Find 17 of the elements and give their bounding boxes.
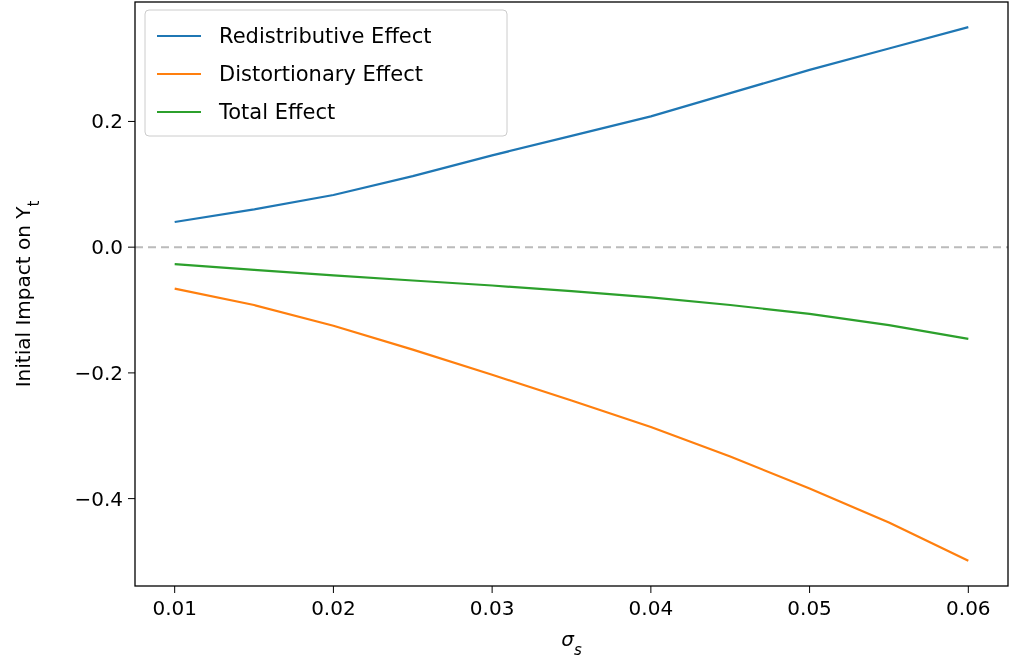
x-tick-label: 0.05 xyxy=(787,596,832,620)
line-series xyxy=(173,263,970,341)
legend-label: Distortionary Effect xyxy=(219,62,423,87)
line-series xyxy=(173,26,970,224)
x-tick-label: 0.06 xyxy=(946,596,991,620)
legend-label: Total Effect xyxy=(218,100,336,125)
x-tick-label: 0.02 xyxy=(311,596,356,620)
legend-label: Redistributive Effect xyxy=(219,24,432,49)
x-tick-label: 0.04 xyxy=(628,596,674,620)
y-tick-label: 0.2 xyxy=(91,109,123,134)
x-axis-title: σ$_{s}$ xyxy=(561,627,582,659)
y-tick-label: 0.0 xyxy=(91,235,123,260)
x-tick-label: 0.03 xyxy=(469,596,515,620)
x-tick-label: 0.01 xyxy=(152,596,197,620)
line-series xyxy=(173,287,970,562)
y-tick-label: −0.2 xyxy=(74,360,123,385)
y-tick-label: −0.4 xyxy=(74,486,123,511)
